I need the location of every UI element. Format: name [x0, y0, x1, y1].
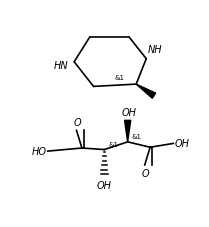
Text: OH: OH — [175, 139, 190, 149]
Text: O: O — [142, 168, 149, 178]
Text: NH: NH — [148, 45, 162, 55]
Text: &1: &1 — [115, 75, 125, 81]
Polygon shape — [125, 121, 131, 142]
Text: HN: HN — [54, 61, 69, 71]
Text: OH: OH — [97, 180, 112, 190]
Text: &1: &1 — [108, 142, 118, 148]
Text: O: O — [73, 118, 81, 128]
Text: OH: OH — [122, 108, 137, 118]
Text: HO: HO — [31, 146, 46, 156]
Polygon shape — [136, 85, 156, 99]
Text: &1: &1 — [131, 134, 141, 140]
